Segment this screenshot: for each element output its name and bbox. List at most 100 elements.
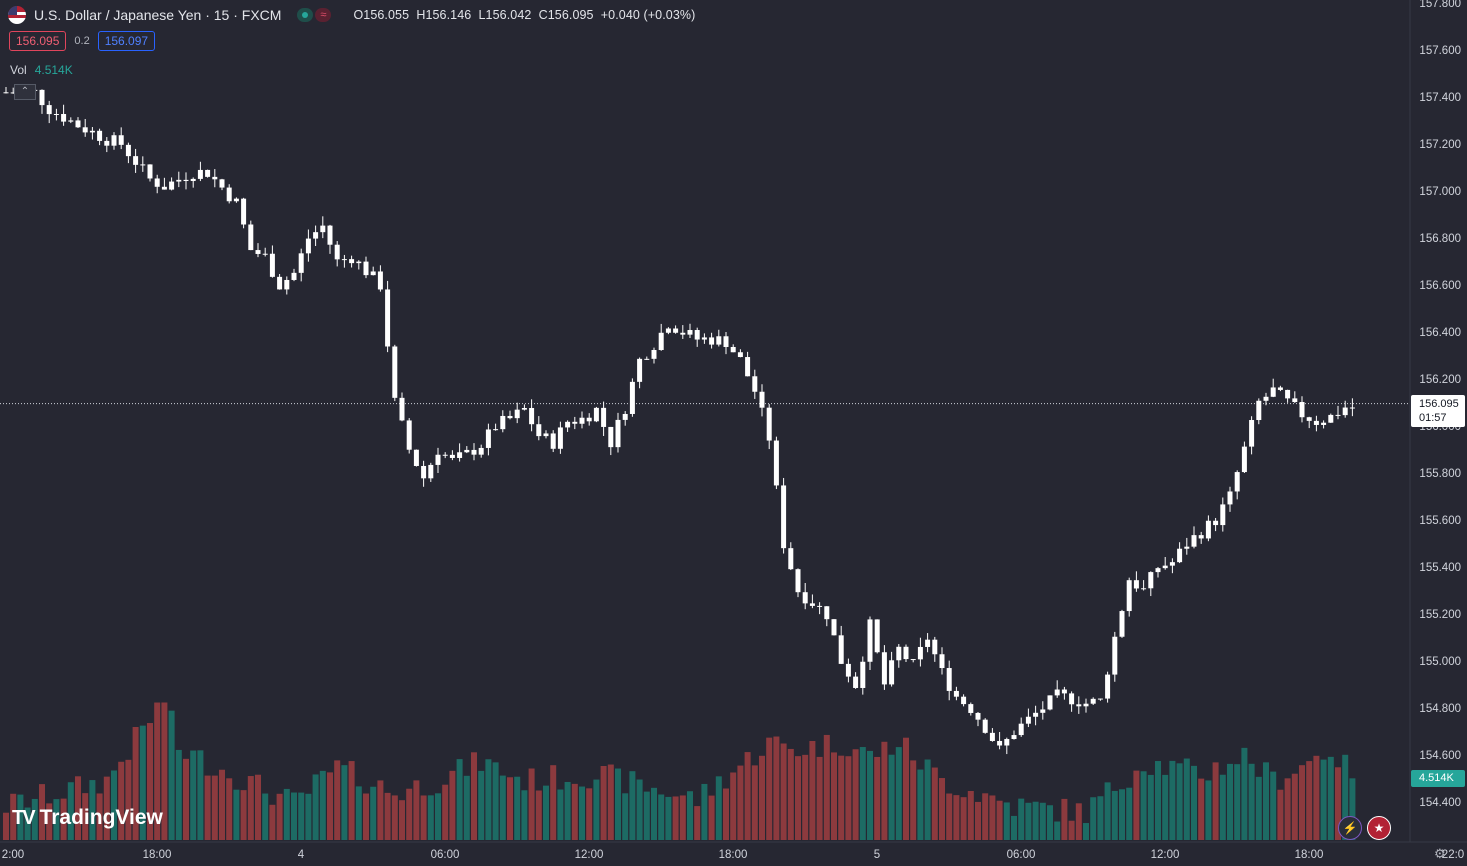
volume-bar <box>1061 798 1068 840</box>
volume-bar <box>903 737 909 840</box>
volume-bar <box>377 780 384 840</box>
volume-bar <box>24 807 31 840</box>
volume-bar <box>60 798 67 840</box>
candle-body <box>53 114 59 116</box>
volume-bar <box>139 725 146 840</box>
tradingview-logo[interactable]: TV TradingView <box>12 806 163 830</box>
volume-bar <box>89 780 96 840</box>
candle-body <box>593 407 599 422</box>
candle-body <box>946 668 952 691</box>
candle-body <box>773 440 779 486</box>
candle-body <box>493 429 499 431</box>
volume-bar <box>233 789 240 840</box>
volume-bar <box>1313 755 1320 840</box>
volume-bar <box>370 786 377 840</box>
volume-bar <box>946 793 953 840</box>
candle-body <box>781 485 787 549</box>
spread-value: 0.2 <box>74 35 90 47</box>
volume-bar <box>622 793 629 840</box>
quote-panel: 156.095 0.2 156.097 <box>9 31 156 51</box>
price-tick-label: 157.800 <box>1419 0 1461 10</box>
volume-bar <box>283 788 290 840</box>
us-events-flag-icon[interactable]: ★ <box>1367 816 1391 840</box>
candle-body <box>104 140 110 146</box>
buy-button[interactable]: 156.097 <box>97 31 156 51</box>
volume-bar <box>967 790 974 840</box>
price-tick-label: 156.400 <box>1419 327 1461 339</box>
collapse-legend-icon[interactable]: ⌃ <box>14 84 36 100</box>
volume-bar <box>10 793 17 840</box>
volume-bar <box>449 770 456 840</box>
volume-bar <box>679 795 686 840</box>
volume-bar <box>276 793 283 840</box>
volume-bar <box>550 765 557 840</box>
candle-body <box>629 381 635 414</box>
volume-bar <box>1111 790 1118 840</box>
price-tick-label: 156.200 <box>1419 374 1461 386</box>
time-tick-label: 22:0 <box>1442 849 1464 861</box>
tradingview-mark-icon: TV <box>12 806 36 829</box>
candle-body <box>3 92 9 94</box>
candle-body <box>435 454 441 465</box>
candle-body <box>471 449 477 455</box>
delayed-data-icon[interactable]: ≈ <box>315 8 332 22</box>
volume-bar <box>111 770 117 840</box>
low-value: L156.042 <box>478 8 532 22</box>
candle-body <box>1097 698 1103 700</box>
candle-body <box>694 330 700 340</box>
volume-bar <box>1183 758 1190 840</box>
candle-body <box>356 261 362 264</box>
volume-bar <box>730 772 737 840</box>
volume-bar <box>319 770 326 840</box>
settings-gear-icon[interactable]: ⚙ <box>1434 846 1446 861</box>
volume-bar <box>3 812 9 840</box>
candle-body <box>133 156 139 165</box>
open-value: O156.055 <box>353 8 410 22</box>
volume-bar <box>1104 782 1111 840</box>
volume-bar <box>413 780 420 840</box>
volume-bar <box>190 750 197 840</box>
candle-body <box>1040 709 1046 713</box>
candle-body <box>1213 520 1219 526</box>
candle-body <box>1335 414 1341 416</box>
market-open-icon[interactable] <box>297 8 314 22</box>
volume-bar <box>298 792 305 840</box>
volume-axis-label: 4.514K <box>1411 770 1465 787</box>
volume-bar <box>1162 774 1169 840</box>
price-tick-label: 157.000 <box>1419 186 1461 198</box>
candle-body <box>1083 703 1089 707</box>
volume-bar <box>399 800 405 840</box>
volume-legend[interactable]: Vol 4.514K <box>10 63 73 77</box>
candle-body <box>1349 407 1355 409</box>
volume-bar <box>1299 765 1305 840</box>
candle-body <box>205 169 211 177</box>
volume-bar <box>46 803 53 840</box>
ohlc-values: O156.055 H156.146 L156.042 C156.095 +0.0… <box>353 8 695 22</box>
volume-bar <box>809 740 816 840</box>
candle-body <box>1033 712 1039 717</box>
candle-body <box>1105 674 1111 699</box>
candle-body <box>147 164 153 179</box>
candle-body <box>860 661 866 688</box>
volume-bar <box>341 765 348 840</box>
candle-body <box>989 732 995 741</box>
candle-body <box>730 346 736 353</box>
candle-body <box>853 676 859 688</box>
volume-bar <box>161 702 168 840</box>
volume-bar <box>615 768 621 840</box>
price-axis: 157.800 157.600 157.400 157.200 157.000 156.8… <box>1419 0 1461 809</box>
candle-body <box>817 605 823 607</box>
candle-body <box>867 619 873 662</box>
candle-body <box>1069 693 1075 705</box>
candle-body <box>1162 565 1168 569</box>
sell-button[interactable]: 156.095 <box>9 31 67 51</box>
volume-bar <box>197 750 204 840</box>
volume-bar <box>795 756 801 840</box>
candle-body <box>1148 572 1154 589</box>
candle-body <box>802 592 808 604</box>
symbol-header: U.S. Dollar / Japanese Yen · 15 · FXCM ≈… <box>8 5 695 25</box>
lightning-icon[interactable]: ⚡ <box>1338 816 1362 840</box>
volume-bar <box>514 776 521 840</box>
symbol-title[interactable]: U.S. Dollar / Japanese Yen · 15 · FXCM <box>34 7 282 23</box>
